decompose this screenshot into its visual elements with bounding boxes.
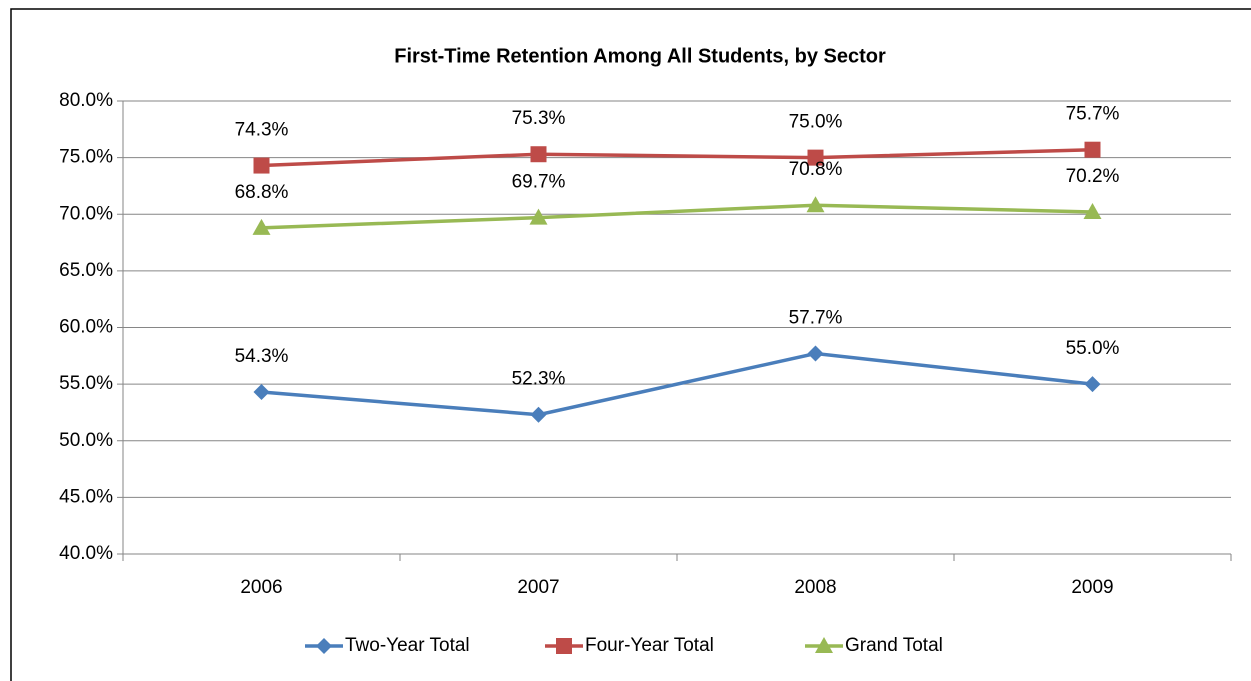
marker [806,196,825,213]
series-line [261,351,1093,417]
data-label: 69.7% [512,172,566,193]
marker [1083,202,1102,219]
data-label: 75.0% [789,112,843,133]
y-tick-label: 75.0% [59,147,113,168]
marker [530,146,547,163]
legend-label: Four-Year Total [585,635,714,656]
y-tick-label: 80.0% [59,90,113,111]
data-label: 74.3% [235,120,289,141]
series-line [261,203,1093,230]
chart-frame [10,8,1251,681]
data-label: 75.3% [512,108,566,129]
data-label: 75.7% [1066,104,1120,125]
marker [252,218,271,235]
data-label: 57.7% [789,308,843,329]
legend-label: Two-Year Total [345,635,470,656]
x-tick-label: 2006 [240,577,282,598]
y-tick-label: 50.0% [59,430,113,451]
chart-title: First-Time Retention Among All Students,… [394,45,886,67]
x-tick-label: 2007 [517,577,559,598]
data-label: 68.8% [235,182,289,203]
marker [529,208,548,225]
marker [530,406,547,423]
data-label: 52.3% [512,369,566,390]
data-label: 54.3% [235,346,289,367]
y-tick-label: 60.0% [59,317,113,338]
marker [807,345,824,362]
y-tick-label: 65.0% [59,260,113,281]
y-tick-label: 40.0% [59,543,113,564]
legend-marker [316,638,332,654]
data-label: 70.2% [1066,166,1120,187]
marker [1084,141,1101,158]
marker [807,149,824,166]
y-tick-label: 70.0% [59,203,113,224]
legend-label: Grand Total [845,635,943,656]
x-tick-label: 2009 [1071,577,1113,598]
data-label: 55.0% [1066,338,1120,359]
marker [253,157,270,174]
y-tick-label: 55.0% [59,373,113,394]
legend-marker [815,637,833,653]
marker [1084,376,1101,393]
marker [253,384,270,401]
legend-marker [556,638,572,654]
series-line [261,147,1093,168]
x-tick-label: 2008 [794,577,836,598]
data-label: 70.8% [789,159,843,180]
y-tick-label: 45.0% [59,486,113,507]
